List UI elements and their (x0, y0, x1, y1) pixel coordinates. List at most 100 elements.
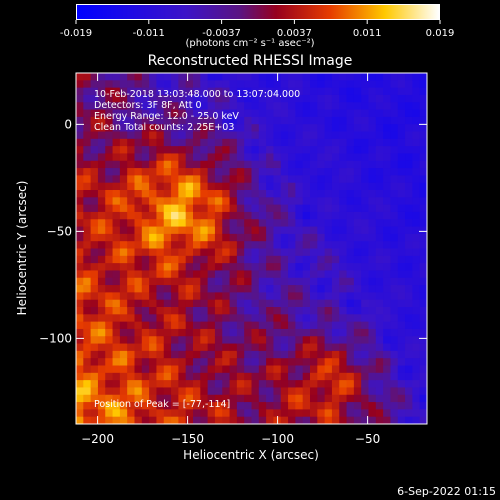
heatmap-cell (383, 182, 392, 191)
heatmap-cell (119, 73, 128, 81)
heatmap-cell (361, 416, 370, 424)
heatmap-cell (222, 146, 231, 155)
heatmap-cell (97, 153, 106, 162)
heatmap-cell (229, 175, 238, 184)
heatmap-cell (178, 336, 187, 345)
heatmap-cell (200, 204, 209, 213)
heatmap-cell (368, 277, 377, 286)
heatmap-cell (375, 226, 384, 235)
heatmap-cell (368, 255, 377, 264)
heatmap-cell (112, 131, 121, 140)
heatmap-cell (288, 182, 296, 191)
heatmap-cell (112, 219, 121, 228)
heatmap-cell (397, 241, 406, 250)
heatmap-cell (141, 160, 150, 169)
heatmap-cell (397, 307, 406, 315)
heatmap-cell (76, 263, 84, 272)
heatmap-cell (405, 285, 413, 293)
heatmap-cell (149, 263, 158, 272)
heatmap-cell (375, 138, 384, 147)
heatmap-cell (214, 402, 223, 410)
heatmap-cell (302, 241, 311, 250)
heatmap-cell (112, 160, 121, 169)
heatmap-cell (419, 307, 427, 315)
heatmap-cell (149, 102, 158, 111)
colorbar-unit-label: (photons cm⁻² s⁻¹ asec⁻²) (185, 38, 315, 49)
heatmap-cell (105, 211, 114, 220)
heatmap-cell (90, 131, 99, 140)
heatmap-cell (361, 168, 370, 176)
heatmap-cell (149, 285, 158, 293)
heatmap-cell (229, 314, 238, 323)
heatmap-cell (302, 116, 311, 125)
heatmap-cell (405, 321, 413, 330)
heatmap-cell (317, 255, 326, 264)
heatmap-cell (419, 190, 427, 198)
heatmap-cell (346, 387, 355, 396)
heatmap-cell (222, 102, 231, 111)
heatmap-cell (295, 416, 304, 424)
heatmap-cell (163, 314, 172, 323)
heatmap-cell (405, 255, 413, 264)
heatmap-cell (310, 109, 318, 118)
heatmap-cell (127, 190, 136, 198)
heatmap-cell (163, 124, 172, 133)
heatmap-cell (331, 190, 340, 198)
heatmap-cell (97, 219, 106, 228)
heatmap-cell (273, 197, 282, 206)
heatmap-cell (105, 380, 114, 389)
heatmap-cell (83, 190, 92, 198)
heatmap-cell (134, 138, 143, 147)
heatmap-cell (207, 109, 216, 118)
heatmap-cell (207, 204, 216, 213)
heatmap-cell (317, 124, 326, 133)
heatmap-cell (412, 343, 421, 352)
heatmap-cell (222, 292, 231, 301)
heatmap-cell (317, 138, 326, 147)
heatmap-cell (163, 116, 172, 125)
heatmap-cell (339, 233, 348, 242)
heatmap-cell (185, 380, 194, 389)
heatmap-cell (149, 292, 158, 301)
heatmap-cell (119, 182, 128, 191)
heatmap-cell (405, 182, 413, 191)
heatmap-cell (156, 314, 165, 323)
heatmap-cell (383, 109, 392, 118)
heatmap-cell (83, 380, 92, 389)
heatmap-cell (317, 409, 326, 418)
heatmap-cell (383, 416, 392, 424)
heatmap-cell (331, 73, 340, 81)
heatmap-cell (236, 168, 245, 176)
heatmap-cell (105, 109, 114, 118)
heatmap-cell (244, 146, 253, 155)
heatmap-cell (361, 350, 370, 359)
heatmap-cell (119, 285, 128, 293)
heatmap-cell (229, 109, 238, 118)
heatmap-cell (412, 116, 421, 125)
heatmap-cell (412, 146, 421, 155)
heatmap-cell (229, 94, 238, 103)
heatmap-cell (251, 394, 260, 403)
heatmap-cell (200, 255, 209, 264)
heatmap-cell (419, 409, 427, 418)
heatmap-cell (200, 307, 209, 315)
heatmap-cell (368, 409, 377, 418)
heatmap-cell (383, 307, 392, 315)
heatmap-cell (163, 211, 172, 220)
heatmap-cell (127, 409, 136, 418)
heatmap-cell (375, 292, 384, 301)
heatmap-cell (331, 226, 340, 235)
heatmap-cell (156, 321, 165, 330)
heatmap-cell (368, 299, 377, 308)
heatmap-cell (163, 328, 172, 337)
heatmap-cell (105, 277, 114, 286)
heatmap-cell (302, 321, 311, 330)
heatmap-cell (346, 380, 355, 389)
heatmap-cell (171, 131, 179, 140)
heatmap-cell (214, 160, 223, 169)
heatmap-cell (280, 387, 289, 396)
heatmap-cell (127, 116, 136, 125)
heatmap-cell (171, 358, 179, 367)
heatmap-cell (258, 416, 267, 424)
heatmap-cell (163, 321, 172, 330)
